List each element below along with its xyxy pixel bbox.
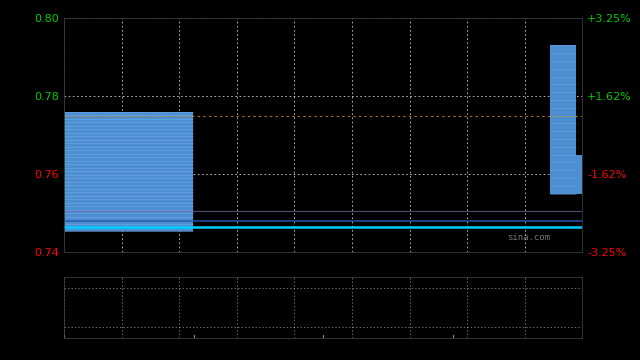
- Text: sina.com: sina.com: [508, 233, 550, 242]
